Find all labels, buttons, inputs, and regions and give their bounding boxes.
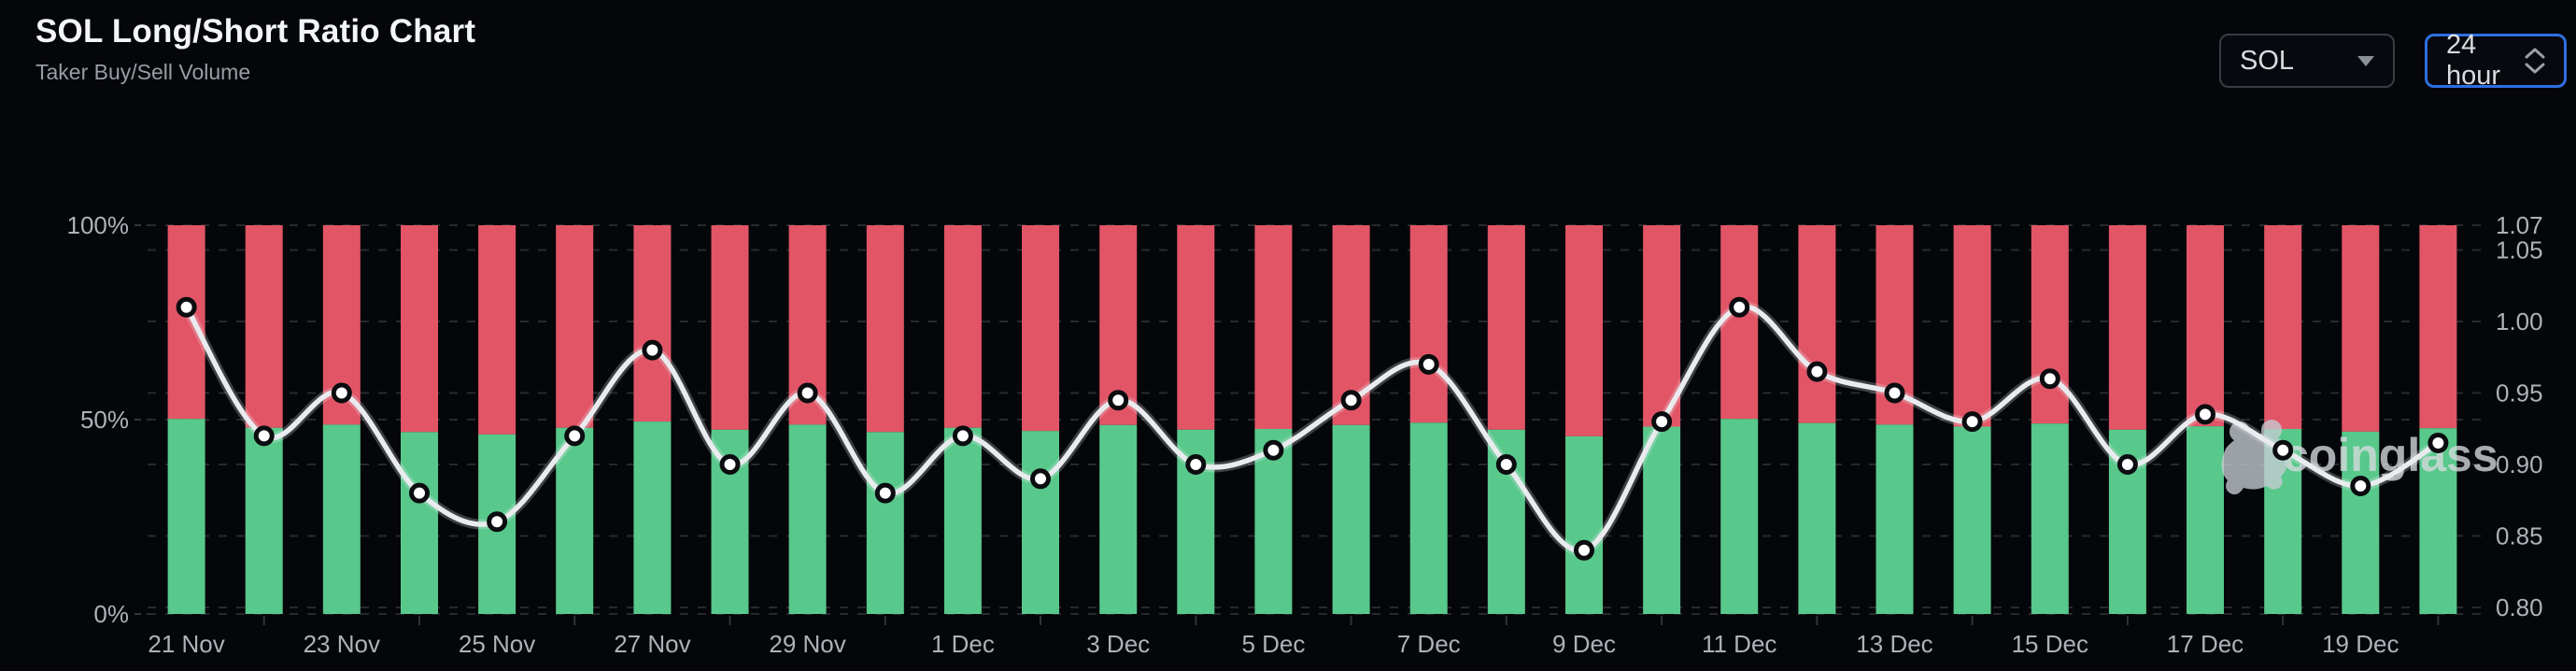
svg-text:13 Dec: 13 Dec (1856, 630, 1932, 658)
svg-text:9 Dec: 9 Dec (1552, 630, 1616, 658)
long-bar (633, 421, 672, 614)
spinner-updown-icon (2525, 48, 2545, 74)
page-subtitle: Taker Buy/Sell Volume (35, 60, 251, 84)
long-bar (245, 427, 283, 614)
long-bar (1332, 424, 1370, 614)
short-bar (1565, 225, 1603, 436)
svg-text:0%: 0% (93, 600, 129, 628)
long-bar (1643, 426, 1681, 614)
short-bar (2342, 225, 2380, 432)
svg-text:11 Dec: 11 Dec (1702, 630, 1776, 658)
svg-text:7 Dec: 7 Dec (1397, 630, 1461, 658)
long-bar (1798, 422, 1836, 614)
x-axis-labels: 21 Nov 23 Nov 25 Nov 27 Nov 29 Nov 1 Dec 3 Dec… (148, 616, 2440, 658)
short-bar (943, 225, 982, 428)
short-bar (1177, 225, 1215, 430)
long-bar (2031, 423, 2069, 614)
short-bar (711, 225, 749, 430)
svg-text:100%: 100% (67, 211, 130, 239)
long-bar (1875, 424, 1914, 614)
long-bar (1099, 424, 1138, 614)
short-bar (401, 225, 438, 433)
short-bar (2031, 225, 2069, 424)
short-bar (633, 225, 672, 422)
svg-text:1.00: 1.00 (2496, 307, 2543, 336)
long-bar (167, 419, 205, 614)
short-bar (2419, 225, 2457, 429)
short-bar (1720, 225, 1759, 420)
long-bar (2419, 428, 2457, 614)
long-bar (788, 424, 827, 614)
page-title: SOL Long/Short Ratio Chart (35, 13, 476, 50)
long-bar (1409, 422, 1448, 614)
long-bar (1720, 419, 1759, 614)
short-bar (1953, 225, 1991, 427)
long-bar (1022, 431, 1059, 614)
long-bar (322, 424, 361, 614)
ratio-line (181, 301, 2443, 556)
short-bar (167, 225, 205, 420)
symbol-select[interactable]: SOL (2219, 34, 2395, 88)
long-bar (401, 432, 438, 614)
long-bar (943, 427, 982, 614)
short-bar (1643, 225, 1681, 427)
svg-text:0.80: 0.80 (2496, 593, 2543, 621)
right-axis-labels: 1.071.05 1.00 0.95 0.90 0.85 0.80 (2496, 211, 2543, 621)
svg-text:17 Dec: 17 Dec (2167, 630, 2243, 658)
ratio-line-markers (176, 296, 2449, 561)
long-bar (2187, 426, 2224, 614)
svg-text:29 Nov: 29 Nov (769, 630, 845, 658)
svg-text:21 Nov: 21 Nov (148, 630, 224, 658)
long-bar (556, 427, 594, 614)
svg-text:1.07: 1.07 (2496, 211, 2543, 239)
short-bar (2187, 225, 2224, 427)
short-bar (478, 225, 517, 435)
short-bar (2264, 225, 2302, 429)
short-bar (245, 225, 283, 428)
svg-text:25 Nov: 25 Nov (459, 630, 535, 658)
short-bar (1254, 225, 1293, 429)
long-bar (1953, 426, 1991, 614)
long-bar (2342, 431, 2380, 614)
svg-text:27 Nov: 27 Nov (614, 630, 690, 658)
short-bar (2108, 225, 2146, 430)
svg-text:23 Nov: 23 Nov (304, 630, 380, 658)
short-bar (1487, 225, 1525, 430)
svg-text:5 Dec: 5 Dec (1241, 630, 1305, 658)
chevron-down-icon (2357, 55, 2374, 66)
svg-text:0.95: 0.95 (2496, 379, 2543, 407)
long-bar (1565, 435, 1603, 614)
svg-text:0.90: 0.90 (2496, 450, 2543, 478)
timeframe-select-value: 24 hour (2446, 30, 2501, 91)
short-bar (866, 225, 904, 433)
svg-text:19 Dec: 19 Dec (2322, 630, 2399, 658)
short-bar (1409, 225, 1448, 423)
svg-text:1.05: 1.05 (2496, 236, 2543, 264)
short-bar (1022, 225, 1059, 432)
svg-text:1 Dec: 1 Dec (931, 630, 995, 658)
short-bar (556, 225, 594, 428)
svg-text:0.85: 0.85 (2496, 522, 2543, 550)
bars-long-short (167, 225, 2457, 614)
symbol-select-value: SOL (2240, 45, 2295, 76)
svg-text:15 Dec: 15 Dec (2012, 630, 2088, 658)
svg-text:3 Dec: 3 Dec (1086, 630, 1150, 658)
svg-text:50%: 50% (80, 406, 129, 434)
timeframe-select[interactable]: 24 hour (2425, 30, 2567, 91)
chart-controls: SOL 24 hour (2219, 30, 2567, 91)
left-axis-labels: 100% 50% 0% (67, 211, 148, 628)
short-bar (1798, 225, 1836, 423)
long-bar (866, 432, 904, 614)
